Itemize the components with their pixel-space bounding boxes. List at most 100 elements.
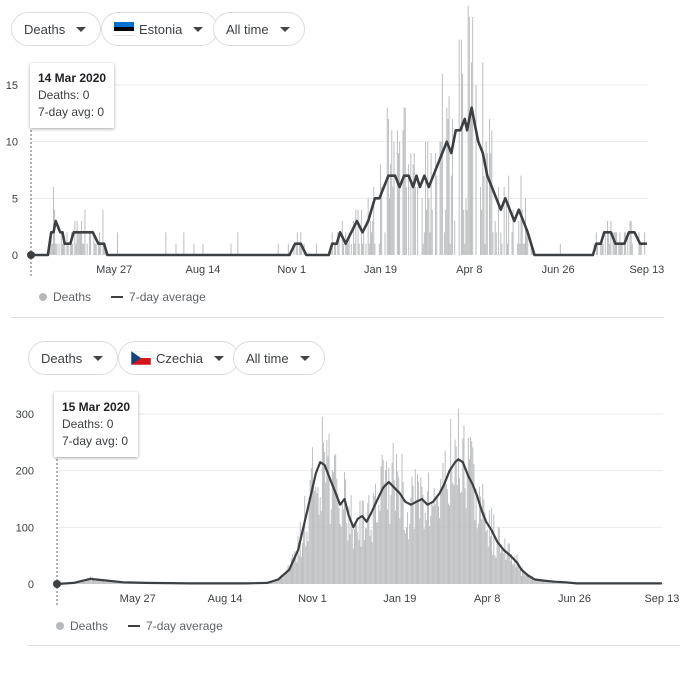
daily-deaths-bar bbox=[457, 408, 459, 584]
daily-deaths-bar bbox=[418, 481, 420, 584]
daily-deaths-bar bbox=[308, 496, 310, 584]
country-dropdown[interactable]: Czechia bbox=[118, 341, 239, 375]
metric-dropdown[interactable]: Deaths bbox=[11, 12, 102, 46]
daily-deaths-bar bbox=[423, 528, 425, 584]
daily-deaths-bar bbox=[400, 496, 402, 584]
daily-deaths-bar bbox=[295, 555, 297, 584]
daily-deaths-bar bbox=[370, 529, 372, 584]
daily-deaths-bar bbox=[372, 221, 374, 255]
y-tick-label: 100 bbox=[16, 522, 34, 534]
daily-deaths-bar bbox=[424, 141, 426, 255]
daily-deaths-bar bbox=[631, 243, 633, 255]
daily-deaths-bar bbox=[102, 209, 104, 255]
daily-deaths-bar bbox=[67, 243, 69, 255]
daily-deaths-bar bbox=[507, 243, 509, 255]
daily-deaths-bar bbox=[482, 483, 484, 584]
daily-deaths-bar bbox=[112, 581, 114, 584]
daily-deaths-bar bbox=[365, 243, 367, 255]
chevron-down-icon bbox=[213, 355, 224, 361]
daily-deaths-bar bbox=[338, 232, 340, 255]
daily-deaths-bar bbox=[435, 153, 437, 255]
daily-deaths-bar bbox=[421, 198, 423, 255]
daily-deaths-bar bbox=[413, 528, 415, 584]
daily-deaths-bar bbox=[393, 141, 395, 255]
daily-deaths-bar bbox=[374, 243, 376, 255]
daily-deaths-bar bbox=[78, 581, 80, 584]
daily-deaths-bar bbox=[363, 232, 365, 255]
daily-deaths-bar bbox=[373, 187, 375, 255]
daily-deaths-bar bbox=[81, 221, 83, 255]
daily-deaths-bar bbox=[335, 243, 337, 255]
daily-deaths-bar bbox=[536, 580, 538, 584]
daily-deaths-bar bbox=[461, 491, 463, 584]
daily-deaths-bar bbox=[463, 425, 465, 584]
daily-deaths-bar bbox=[93, 232, 95, 255]
daily-deaths-bar bbox=[407, 512, 409, 584]
daily-deaths-bar bbox=[95, 578, 97, 584]
daily-deaths-bar bbox=[88, 580, 90, 584]
deaths-chart-czechia[interactable]: 0 100 200 300 May 27 Aug 14 Nov 1 Jan 19 Apr 8 Ju… bbox=[0, 329, 691, 619]
daily-deaths-bar bbox=[495, 558, 497, 584]
daily-deaths-bar bbox=[393, 480, 395, 584]
daily-deaths-bar bbox=[499, 552, 501, 584]
daily-deaths-bar bbox=[320, 511, 322, 584]
daily-deaths-bar bbox=[97, 243, 99, 255]
daily-deaths-bar bbox=[303, 527, 305, 584]
daily-deaths-bar bbox=[425, 519, 427, 584]
daily-deaths-bar bbox=[527, 576, 529, 584]
daily-deaths-bar bbox=[440, 141, 442, 255]
daily-deaths-bar bbox=[495, 232, 497, 255]
chart-panel-estonia: Deaths Estonia All time 0 5 10 15 May 27 Aug … bbox=[0, 0, 691, 320]
daily-deaths-bar bbox=[296, 562, 298, 584]
daily-deaths-bar bbox=[608, 232, 610, 255]
range-dropdown[interactable]: All time bbox=[213, 12, 305, 46]
daily-deaths-bar bbox=[115, 581, 117, 584]
daily-deaths-bar bbox=[83, 243, 85, 255]
daily-deaths-bar bbox=[377, 521, 379, 584]
y-tick-label: 15 bbox=[6, 80, 18, 92]
daily-deaths-bar bbox=[117, 232, 119, 255]
range-dropdown[interactable]: All time bbox=[233, 341, 325, 375]
daily-deaths-bar bbox=[508, 175, 510, 255]
daily-deaths-bar bbox=[381, 454, 383, 584]
legend-bars-label: Deaths bbox=[53, 290, 92, 304]
metric-dropdown[interactable]: Deaths bbox=[28, 341, 119, 375]
daily-deaths-bar bbox=[518, 569, 520, 584]
daily-deaths-bar bbox=[430, 515, 432, 584]
daily-deaths-bar bbox=[639, 243, 641, 255]
daily-deaths-bar bbox=[404, 533, 406, 584]
daily-deaths-bar bbox=[543, 581, 545, 584]
daily-deaths-bar bbox=[95, 243, 97, 255]
daily-deaths-bar bbox=[481, 519, 483, 584]
daily-deaths-bar bbox=[83, 580, 85, 584]
daily-deaths-bar bbox=[521, 209, 523, 255]
daily-deaths-bar bbox=[311, 447, 313, 584]
daily-deaths-bar bbox=[90, 232, 92, 255]
tooltip-avg: 7-day avg: 0 bbox=[62, 434, 129, 448]
daily-deaths-bar bbox=[549, 582, 551, 584]
country-dropdown[interactable]: Estonia bbox=[101, 12, 219, 46]
daily-deaths-bar bbox=[492, 554, 494, 584]
daily-deaths-bar bbox=[532, 576, 534, 584]
daily-deaths-bar bbox=[475, 85, 477, 255]
daily-deaths-bar bbox=[50, 232, 52, 255]
daily-deaths-bar bbox=[306, 531, 308, 584]
daily-deaths-bar bbox=[403, 529, 405, 584]
daily-deaths-bar bbox=[293, 560, 295, 584]
hover-point-marker bbox=[53, 580, 61, 588]
daily-deaths-bar bbox=[359, 500, 361, 584]
daily-deaths-bar bbox=[272, 581, 274, 584]
daily-deaths-bar bbox=[60, 232, 62, 255]
daily-deaths-bar bbox=[420, 476, 422, 584]
daily-deaths-bar bbox=[277, 243, 279, 255]
daily-deaths-bar bbox=[539, 581, 541, 584]
daily-deaths-bar bbox=[462, 438, 464, 584]
daily-deaths-bar bbox=[419, 518, 421, 584]
daily-deaths-bar bbox=[390, 495, 392, 584]
daily-deaths-bar bbox=[358, 539, 360, 584]
daily-deaths-bar bbox=[332, 472, 334, 584]
deaths-chart-estonia[interactable]: 0 5 10 15 May 27 Aug 14 Nov 1 Jan 19 Apr 8 Jun 26… bbox=[0, 0, 691, 290]
chart-tooltip: 15 Mar 2020 Deaths: 0 7-day avg: 0 bbox=[54, 392, 139, 457]
daily-deaths-bar bbox=[324, 452, 326, 584]
daily-deaths-bar bbox=[439, 517, 441, 584]
